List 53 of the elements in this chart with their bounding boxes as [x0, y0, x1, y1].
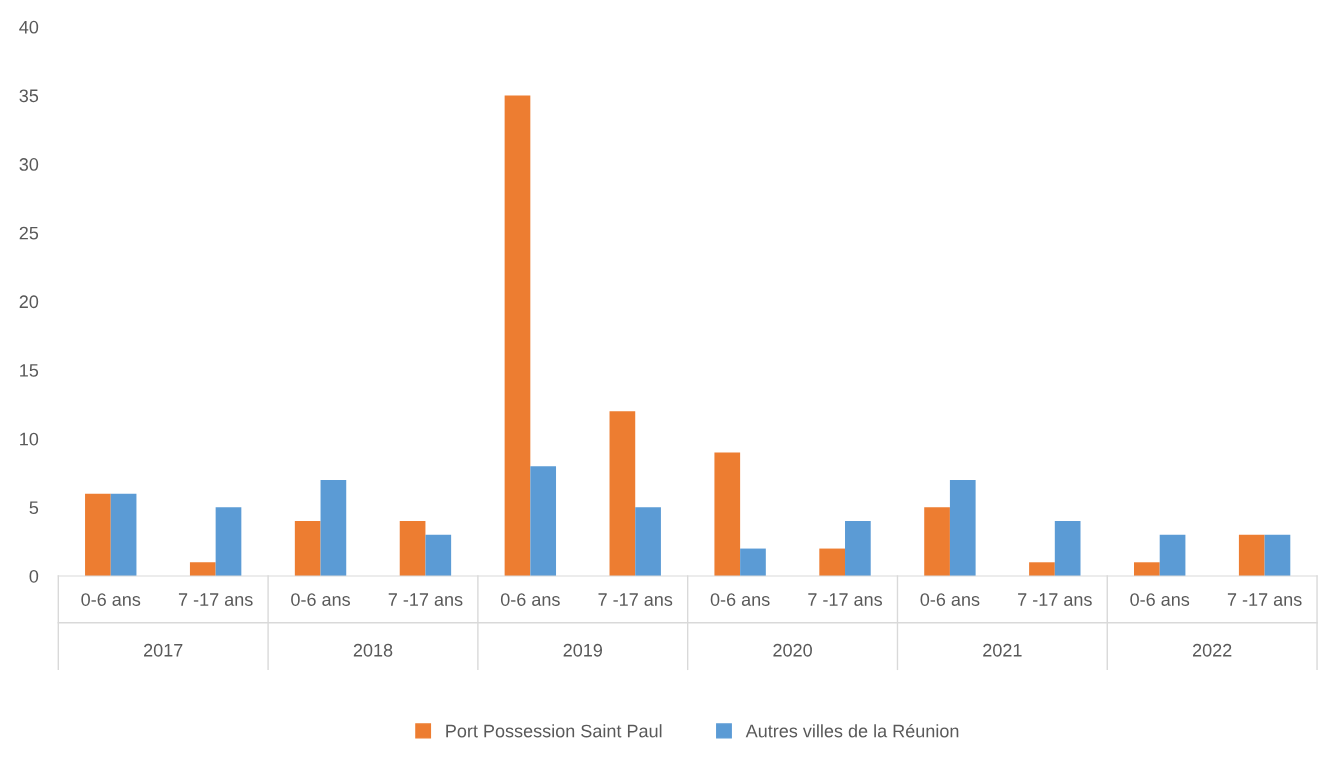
bar: [85, 493, 111, 577]
bar: [294, 521, 321, 577]
text: 2021: [983, 643, 1022, 657]
bar: [1159, 534, 1186, 577]
x-tick-label: 7 -17 ans: [1227, 593, 1302, 606]
bar: [1054, 521, 1081, 577]
x-tick-label: 0-6 ans: [500, 593, 560, 606]
y-tick-label: 15: [20, 364, 39, 377]
bar: [425, 534, 452, 577]
y-tick-label: 40: [19, 20, 39, 34]
x-tick-label: 0-6 ans: [291, 593, 350, 606]
x-tick-label: 7 -17 ans: [178, 593, 253, 606]
bar: [609, 411, 636, 577]
text: 2018: [353, 643, 393, 657]
text: 2019: [563, 643, 603, 657]
text: 2017: [144, 643, 183, 657]
bar: [924, 507, 950, 577]
x-tick-label: 7 -17 ans: [598, 593, 673, 606]
x-tick-label: 7 -17 ans: [1018, 593, 1092, 606]
y-tick-label: 5: [29, 501, 39, 515]
y-tick-label: 35: [19, 89, 39, 103]
x-tick-label: 7 -17 ans: [388, 593, 463, 606]
bar: [1238, 534, 1265, 577]
bar: [189, 562, 216, 577]
bar: [949, 479, 976, 577]
legend-label: Autres villes de la Réunion: [745, 723, 959, 738]
x-tick-label: 0-6 ans: [1130, 593, 1190, 606]
bar: [399, 521, 426, 577]
bar: [740, 548, 766, 577]
bar: [845, 521, 871, 577]
bar: [1029, 562, 1055, 577]
bar: [504, 95, 531, 577]
bar: [1264, 534, 1291, 577]
x-tick-label: 0-6 ans: [920, 593, 980, 606]
x-tick-label: 0-6 ans: [81, 593, 141, 606]
bar: [320, 479, 347, 577]
bar: [110, 493, 137, 577]
bar: [635, 507, 661, 577]
y-tick-label: 10: [20, 432, 39, 446]
legend-label: Port Possession Saint Paul: [446, 724, 662, 738]
y-tick-label: 20: [19, 295, 39, 309]
bar: [1134, 562, 1160, 577]
bar: [530, 466, 557, 577]
text: 2022: [1192, 643, 1232, 657]
bar: [714, 452, 741, 577]
bar: [215, 507, 242, 577]
y-tick-label: 30: [19, 158, 39, 171]
x-tick-label: 7 -17 ans: [808, 593, 883, 606]
y-tick-label: 0: [29, 569, 39, 583]
bar: [819, 548, 846, 577]
x-tick-label: 0-6 ans: [710, 593, 770, 606]
text: 2020: [773, 643, 812, 657]
y-tick-label: 25: [19, 226, 39, 240]
